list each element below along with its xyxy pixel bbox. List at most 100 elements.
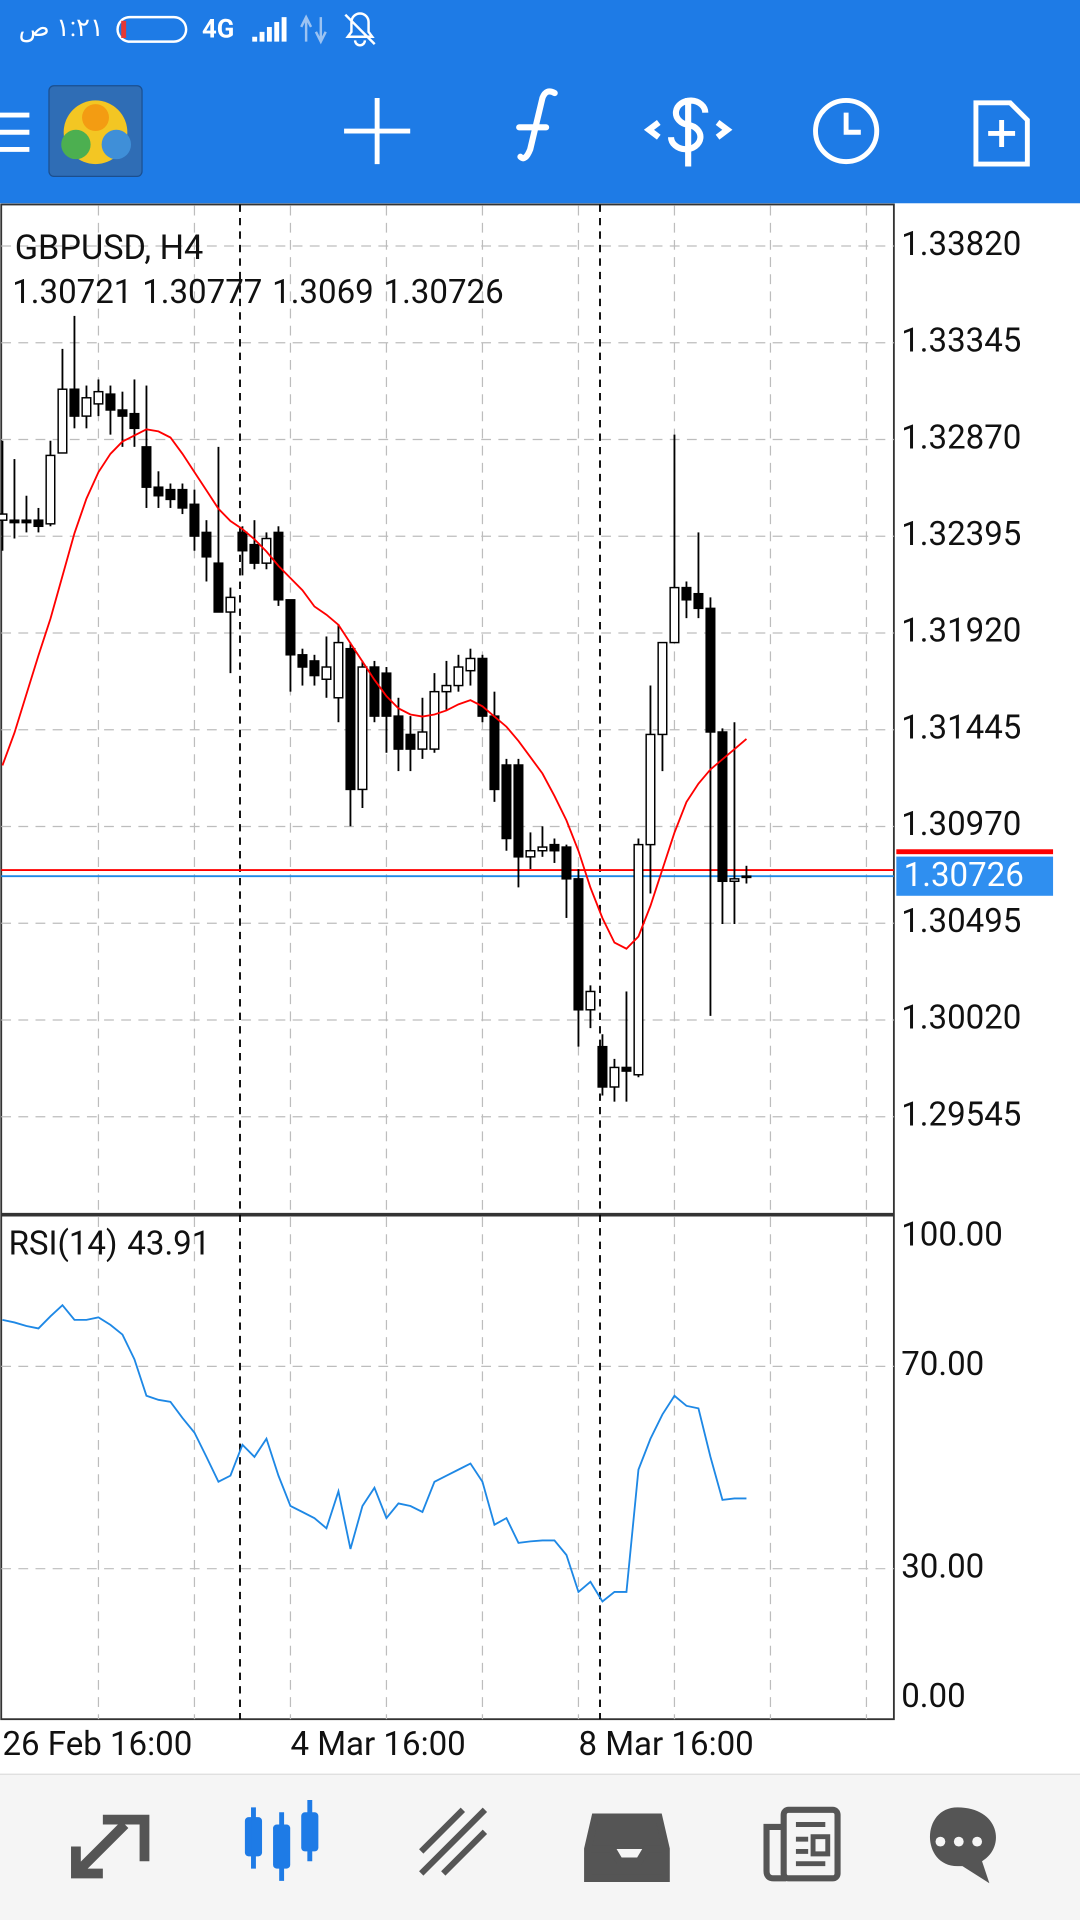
- candle-body: [33, 519, 44, 528]
- candle-body: [225, 596, 236, 613]
- candle-body: [213, 562, 224, 613]
- battery-level: [121, 20, 127, 38]
- app-logo[interactable]: [48, 85, 143, 177]
- y-tick-label: 1.32870: [901, 418, 1021, 457]
- candle-body: [249, 543, 260, 564]
- candle-body: [693, 592, 704, 610]
- candle-body: [597, 1045, 608, 1088]
- candle-body: [537, 846, 548, 852]
- candle-body: [705, 607, 716, 733]
- candle-body: [45, 454, 56, 525]
- candle-body: [333, 641, 344, 699]
- y-tick-label: 1.30970: [901, 805, 1021, 844]
- candle-body: [729, 878, 740, 883]
- y2-tick-label: 100.00: [901, 1215, 1003, 1254]
- signal-icon: [252, 17, 287, 42]
- candle-body: [201, 531, 212, 558]
- candle-body: [189, 503, 200, 537]
- period-button[interactable]: [813, 97, 880, 165]
- candle-body: [93, 390, 104, 405]
- trade-tab[interactable]: [419, 1807, 488, 1876]
- candle-body: [417, 731, 428, 750]
- y-tick-label: 1.30495: [901, 902, 1021, 941]
- chart-tab[interactable]: [244, 1800, 319, 1881]
- trade-button[interactable]: [643, 97, 733, 167]
- ohlc-readout: 1.30721 1.30777 1.3069 1.30726: [12, 273, 503, 312]
- candle-body: [585, 990, 596, 1011]
- candle-body: [297, 654, 308, 668]
- chart: [0, 203, 895, 1721]
- candle-body: [309, 660, 320, 677]
- y-tick-label: 1.31920: [901, 612, 1021, 651]
- clock: ١:٢١ ص: [19, 13, 104, 43]
- indicator-readout: RSI(14) 43.91: [9, 1224, 211, 1263]
- y-tick-label: 1.31445: [901, 708, 1021, 747]
- bottom-nav: [0, 1774, 1080, 1920]
- candle-body: [501, 764, 512, 840]
- indicator-title: RSI(14): [9, 1224, 118, 1263]
- ask-marker: [896, 849, 1054, 855]
- open-value: 1.30721: [12, 273, 132, 312]
- y-tick-label: 1.33820: [901, 225, 1021, 264]
- candle-body: [669, 586, 680, 644]
- candle-body: [429, 690, 440, 750]
- battery-icon: [116, 15, 188, 43]
- candle-body: [81, 397, 92, 417]
- candle-body: [405, 733, 416, 750]
- candle-body: [285, 599, 296, 656]
- indicator-line: [2, 1303, 747, 1603]
- candle-body: [561, 846, 572, 880]
- y-tick-label: 1.30020: [901, 999, 1021, 1038]
- moving-average: [1, 428, 748, 950]
- candle-body: [633, 843, 644, 1076]
- candle-body: [441, 684, 452, 693]
- y-tick-label: 1.32395: [901, 515, 1021, 554]
- menu-button[interactable]: [0, 112, 30, 152]
- candle-body: [105, 393, 116, 411]
- candle-body: [477, 657, 488, 717]
- y2-tick-label: 70.00: [901, 1345, 984, 1384]
- candle-body: [141, 446, 152, 488]
- x-tick-label: 8 Mar 16:00: [578, 1725, 753, 1764]
- candle-body: [525, 849, 536, 858]
- candle-body: [489, 715, 500, 791]
- candle-body: [717, 731, 728, 883]
- price-marker: [896, 856, 1054, 896]
- candle-body: [393, 715, 404, 750]
- new-order-button[interactable]: [973, 100, 1030, 167]
- candle-body: [573, 878, 584, 1011]
- news-tab[interactable]: [763, 1806, 841, 1882]
- indicators-button[interactable]: [516, 88, 558, 162]
- data-icon: [300, 14, 327, 45]
- candle-body: [165, 488, 176, 501]
- mute-icon: [344, 12, 376, 47]
- network-type: 4G: [202, 14, 234, 44]
- chart-title: GBPUSD, H4: [15, 228, 204, 268]
- history-tab[interactable]: [584, 1813, 670, 1883]
- quotes-tab[interactable]: [71, 1814, 150, 1879]
- candle-body: [69, 388, 80, 417]
- candle-body: [117, 409, 128, 417]
- candle-body: [237, 531, 248, 552]
- crosshair-button[interactable]: [344, 97, 411, 165]
- candle-body: [657, 641, 668, 736]
- candle-body: [57, 388, 68, 454]
- candle-body: [153, 486, 164, 497]
- chat-tab[interactable]: [930, 1807, 997, 1884]
- candle-body: [129, 412, 140, 430]
- candle-body: [321, 666, 332, 680]
- candle-body: [465, 657, 476, 672]
- candle-body: [9, 519, 20, 524]
- close-value: 1.30726: [384, 273, 504, 312]
- candle-body: [177, 488, 188, 509]
- candle-body: [345, 647, 356, 791]
- x-tick-label: 26 Feb 16:00: [2, 1725, 192, 1764]
- candle-body: [741, 875, 752, 879]
- candle-body: [369, 666, 380, 717]
- y-tick-label: 1.29545: [901, 1095, 1021, 1134]
- candle-body: [453, 666, 464, 687]
- candle-body: [549, 843, 560, 852]
- candle-body: [621, 1066, 632, 1072]
